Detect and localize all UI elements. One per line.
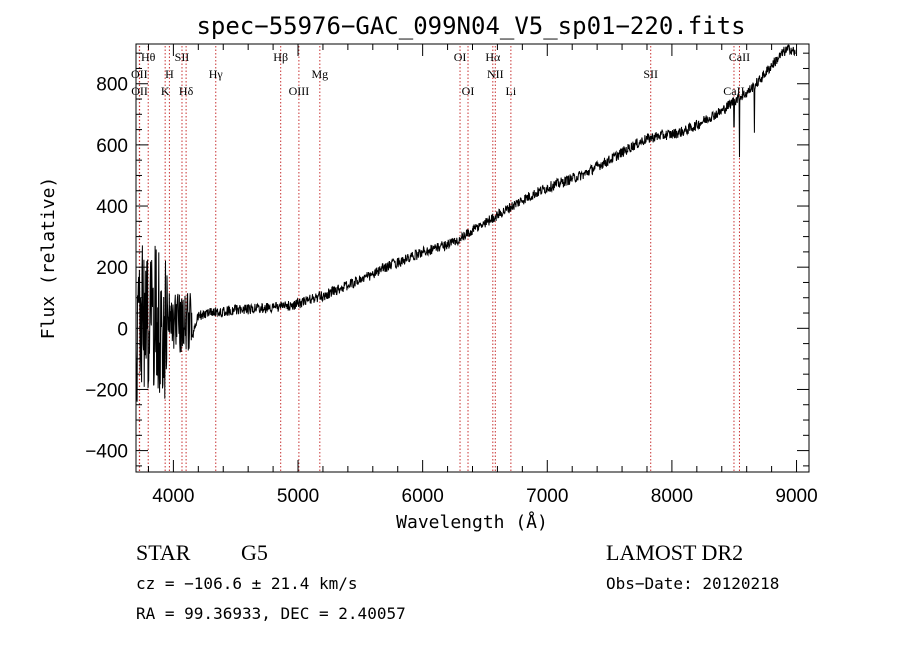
spectrum-series	[135, 44, 796, 402]
plot-frame	[135, 43, 810, 473]
spectral-line-label: Hδ	[179, 84, 194, 98]
spectral-line-label: Hα	[485, 50, 501, 64]
spectral-line-label: Hβ	[273, 50, 288, 64]
x-tick-label: 4000	[152, 486, 194, 507]
chart-title: spec−55976−GAC_099N04_V5_sp01−220.fits	[196, 12, 745, 40]
spectral-line-label: Hγ	[209, 67, 224, 81]
y-tick-label: 200	[96, 258, 128, 279]
spectral-line-label: Hθ	[141, 50, 156, 64]
x-tick-label: 7000	[526, 486, 568, 507]
survey-name: LAMOST DR2	[606, 540, 743, 565]
y-tick-label: −400	[85, 442, 128, 463]
spectral-line-label: K	[161, 84, 170, 98]
spectral-line-label: OIII	[289, 84, 310, 98]
spectral-line-label: OI	[454, 50, 467, 64]
y-tick-label: 600	[96, 136, 128, 157]
x-tick-label: 5000	[277, 486, 319, 507]
y-tick-label: 800	[96, 75, 128, 96]
spectral-line-markers: HθOIIOIIHKSIIHδHγHβOIIIMgOIOIHαNIILiSIIC…	[131, 46, 750, 472]
object-subclass: G5	[241, 540, 268, 565]
spectral-line-label: CaII	[729, 50, 750, 64]
observation-date: Obs−Date: 20120218	[606, 574, 779, 593]
spectral-line-label: OII	[131, 84, 148, 98]
spectrum-line	[135, 44, 796, 402]
x-axis-label: Wavelength (Å)	[396, 511, 548, 533]
spectral-line-label: SII	[643, 67, 658, 81]
x-tick-label: 9000	[775, 486, 817, 507]
x-tick-label: 6000	[402, 486, 444, 507]
y-axis-label: Flux (relative)	[38, 177, 59, 340]
x-tick-label: 8000	[651, 486, 693, 507]
spectral-line-label: NII	[487, 67, 504, 81]
spectral-line-label: OI	[462, 84, 475, 98]
y-tick-label: 400	[96, 197, 128, 218]
spectral-line-label: SII	[175, 50, 190, 64]
spectral-line-label: Mg	[311, 67, 328, 81]
y-tick-label: 0	[117, 319, 128, 340]
spectral-line-label: CaII	[723, 84, 744, 98]
axis-ticks: 4000 5000 6000 7000 8000 9000 −400 −200 0 200 400 6…	[85, 44, 818, 507]
spectral-line-label: H	[165, 67, 174, 81]
coordinates-readout: RA = 99.36933, DEC = 2.40057	[136, 604, 406, 623]
spectral-line-label: Li	[506, 84, 517, 98]
y-tick-label: −200	[85, 380, 128, 401]
redshift-readout: cz = −106.6 ± 21.4 km/s	[136, 574, 358, 593]
object-class: STAR	[136, 540, 191, 565]
